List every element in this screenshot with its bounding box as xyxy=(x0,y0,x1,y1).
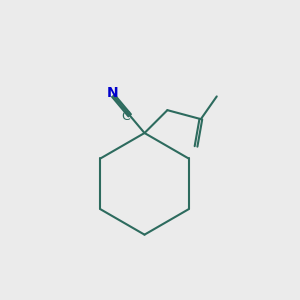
Text: N: N xyxy=(106,86,118,100)
Text: C: C xyxy=(121,110,130,123)
